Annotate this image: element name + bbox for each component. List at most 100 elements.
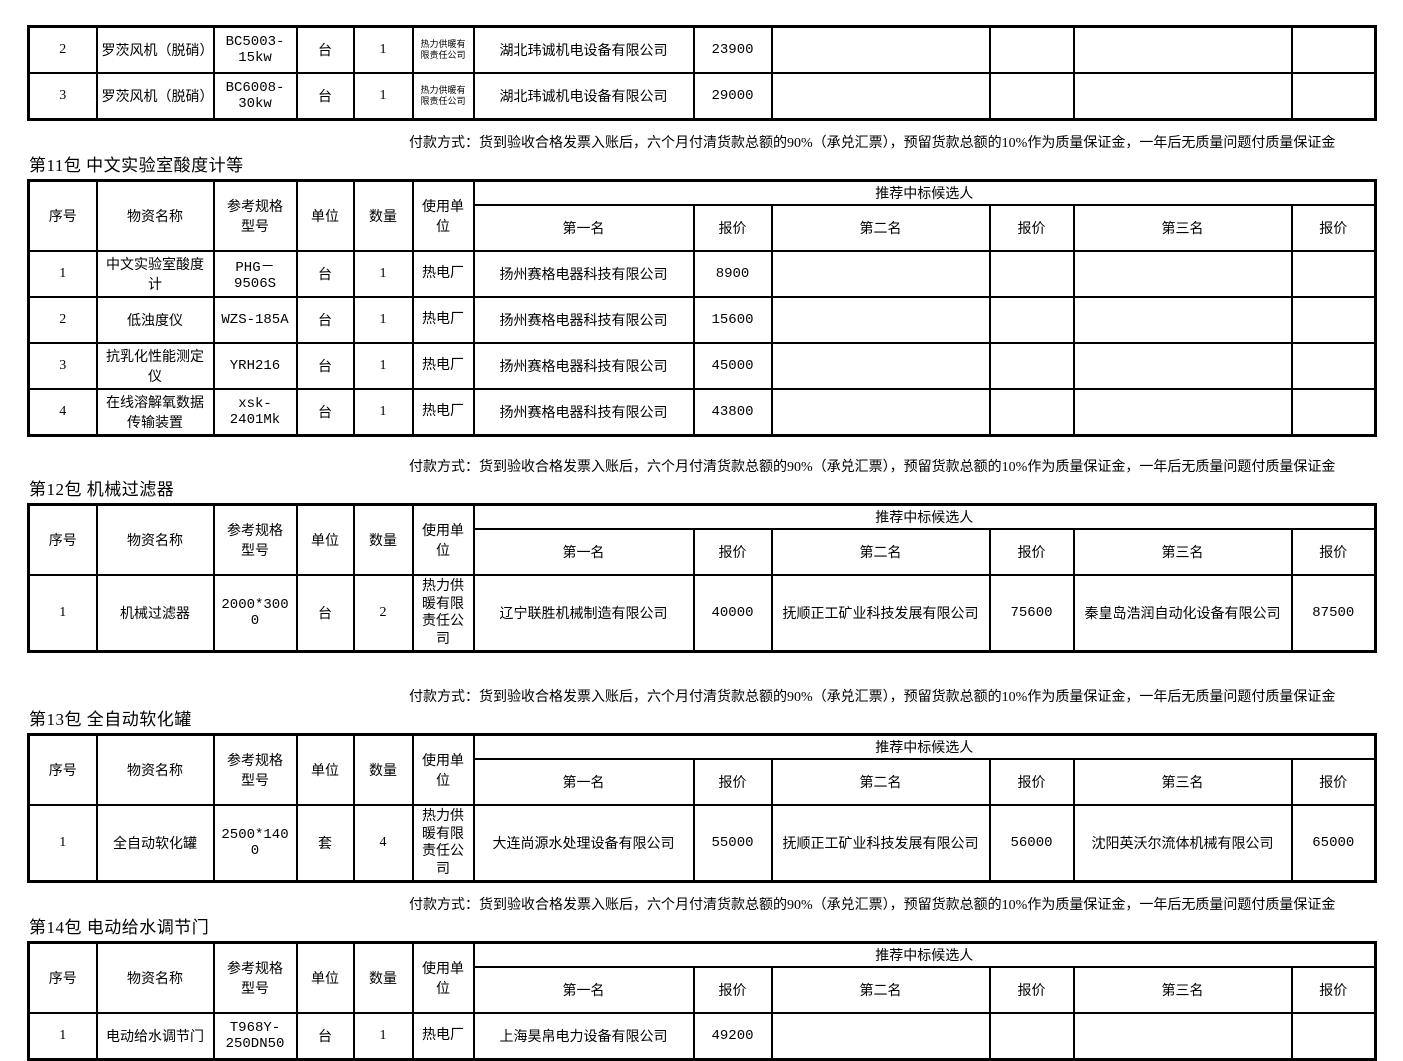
item-row: 1 电动给水调节门 T968Y-250DN50 台 1 热电厂 上海昊帛电力设备有限公司 49… — [27, 1012, 1377, 1061]
item-row: 1 中文实验室酸度计 PHG－9506S 台 1 热电厂 扬州赛格电器科技有限公司 8900 — [27, 250, 1377, 298]
header-user: 使用单位 — [411, 179, 475, 252]
package-section-13: 付款方式：货到验收合格发票入账后，六个月付清货款总额的90%（承兑汇票），预留货… — [27, 687, 1403, 883]
cell-third-bidder — [1072, 72, 1293, 121]
cell-second-bidder — [770, 296, 991, 344]
header-second-quote: 报价 — [988, 966, 1075, 1014]
header-first-place: 第一名 — [472, 204, 695, 252]
header-user: 使用单位 — [411, 941, 475, 1014]
cell-user-unit: 热力供暖有限责任公司 — [411, 72, 475, 121]
item-row: 1 全自动软化罐 2500*1400 套 4 热力供暖有限责任公司 大连尚源水处理设备有限公… — [27, 804, 1377, 883]
section-continuation-table: 2 罗茨风机（脱硝） BC5003-15kw 台 1 热力供暖有限责任公司 湖北玮诚机电设备… — [27, 25, 1403, 121]
cell-user-unit: 热力供暖有限责任公司 — [411, 804, 475, 883]
cell-qty: 1 — [352, 342, 414, 390]
cell-spec: PHG－9506S — [212, 250, 298, 298]
item-row: 3 抗乳化性能测定仪 YRH216 台 1 热电厂 扬州赛格电器科技有限公司 45000 — [27, 342, 1377, 390]
header-second-quote: 报价 — [988, 204, 1075, 252]
cell-first-bidder: 上海昊帛电力设备有限公司 — [472, 1012, 695, 1061]
cell-first-price: 45000 — [692, 342, 773, 390]
cell-qty: 1 — [352, 1012, 414, 1061]
cell-seq: 3 — [27, 342, 98, 390]
header-name: 物资名称 — [95, 941, 215, 1014]
item-row: 2 罗茨风机（脱硝） BC5003-15kw 台 1 热力供暖有限责任公司 湖北玮诚机电设备… — [27, 25, 1377, 74]
items-table-pkg14: 序号 物资名称 参考规格 型号 单位 数量 使用单位 推荐中标候选人 第一名 报价 第二名 报价 第三… — [27, 941, 1378, 1061]
section-header: 付款方式：货到验收合格发票入账后，六个月付清货款总额的90%（承兑汇票），预留货… — [27, 457, 1374, 501]
cell-third-bidder — [1072, 25, 1293, 74]
cell-item-name: 中文实验室酸度计 — [95, 250, 215, 298]
table-subheader-row: 第一名 报价 第二名 报价 第三名 报价 — [29, 528, 1377, 576]
cell-spec: BC5003-15kw — [212, 25, 298, 74]
header-first-place: 第一名 — [472, 528, 695, 576]
header-first-place: 第一名 — [472, 758, 695, 806]
cell-spec: YRH216 — [212, 342, 298, 390]
cell-second-price: 56000 — [988, 804, 1075, 883]
header-seq: 序号 — [27, 179, 98, 252]
cell-unit: 台 — [295, 25, 355, 74]
cell-first-price: 29000 — [692, 72, 773, 121]
cell-third-price — [1290, 388, 1377, 437]
cell-third-price — [1290, 342, 1377, 390]
cell-third-bidder: 秦皇岛浩润自动化设备有限公司 — [1072, 574, 1293, 653]
cell-spec: 2500*1400 — [212, 804, 298, 883]
header-name: 物资名称 — [95, 179, 215, 252]
cell-qty: 2 — [352, 574, 414, 653]
header-second-quote: 报价 — [988, 758, 1075, 806]
cell-item-name: 电动给水调节门 — [95, 1012, 215, 1061]
header-unit: 单位 — [295, 733, 355, 806]
cell-unit: 台 — [295, 296, 355, 344]
item-row: 3 罗茨风机（脱硝） BC6008-30kw 台 1 热力供暖有限责任公司 湖北玮诚机电设备… — [27, 72, 1377, 121]
header-third-place: 第三名 — [1072, 528, 1293, 576]
cell-user-unit: 热电厂 — [411, 296, 475, 344]
header-first-quote: 报价 — [692, 966, 773, 1014]
items-table-pkg11: 序号 物资名称 参考规格 型号 单位 数量 使用单位 推荐中标候选人 第一名 报价 第二名 报价 第三… — [27, 179, 1378, 437]
cell-second-price — [988, 1012, 1075, 1061]
cell-first-bidder: 扬州赛格电器科技有限公司 — [472, 388, 695, 437]
cell-second-bidder: 抚顺正工矿业科技发展有限公司 — [770, 574, 991, 653]
header-first-quote: 报价 — [692, 528, 773, 576]
header-qty: 数量 — [352, 179, 414, 252]
header-candidates: 推荐中标候选人 — [472, 733, 1377, 760]
header-spec: 参考规格 型号 — [212, 179, 298, 252]
header-seq: 序号 — [27, 941, 98, 1014]
cell-spec: WZS-185A — [212, 296, 298, 344]
package-title: 第11包 中文实验室酸度计等 — [29, 156, 244, 175]
cell-first-price: 49200 — [692, 1012, 773, 1061]
cell-seq: 1 — [27, 804, 98, 883]
cell-qty: 1 — [352, 25, 414, 74]
cell-first-price: 23900 — [692, 25, 773, 74]
header-candidates: 推荐中标候选人 — [472, 941, 1377, 968]
header-spec: 参考规格 型号 — [212, 503, 298, 576]
header-second-place: 第二名 — [770, 758, 991, 806]
cell-unit: 台 — [295, 342, 355, 390]
header-second-quote: 报价 — [988, 528, 1075, 576]
cell-unit: 套 — [295, 804, 355, 883]
header-second-place: 第二名 — [770, 528, 991, 576]
cell-user-unit: 热电厂 — [411, 250, 475, 298]
payment-terms-text: 付款方式：货到验收合格发票入账后，六个月付清货款总额的90%（承兑汇票），预留货… — [409, 898, 1336, 913]
header-spec: 参考规格 型号 — [212, 733, 298, 806]
items-table-pkg13: 序号 物资名称 参考规格 型号 单位 数量 使用单位 推荐中标候选人 第一名 报价 第二名 报价 第三… — [27, 733, 1378, 883]
cell-seq: 1 — [27, 1012, 98, 1061]
header-seq: 序号 — [27, 503, 98, 576]
cell-third-price — [1290, 250, 1377, 298]
cell-second-price — [988, 25, 1075, 74]
section-header: 付款方式：货到验收合格发票入账后，六个月付清货款总额的90%（承兑汇票），预留货… — [27, 133, 1374, 177]
cell-item-name: 全自动软化罐 — [95, 804, 215, 883]
cell-seq: 1 — [27, 250, 98, 298]
item-row: 4 在线溶解氧数据传输装置 xsk-2401Mk 台 1 热电厂 扬州赛格电器科技有限公司 4… — [27, 388, 1377, 437]
cell-qty: 1 — [352, 250, 414, 298]
section-header: 付款方式：货到验收合格发票入账后，六个月付清货款总额的90%（承兑汇票），预留货… — [27, 895, 1374, 939]
table-subheader-row: 第一名 报价 第二名 报价 第三名 报价 — [29, 758, 1377, 806]
cell-second-bidder: 抚顺正工矿业科技发展有限公司 — [770, 804, 991, 883]
cell-second-bidder — [770, 342, 991, 390]
header-first-place: 第一名 — [472, 966, 695, 1014]
cell-item-name: 罗茨风机（脱硝） — [95, 25, 215, 74]
package-section-14: 付款方式：货到验收合格发票入账后，六个月付清货款总额的90%（承兑汇票），预留货… — [27, 895, 1403, 1061]
table-header-row: 序号 物资名称 参考规格 型号 单位 数量 使用单位 推荐中标候选人 — [27, 503, 1377, 576]
package-section-12: 付款方式：货到验收合格发票入账后，六个月付清货款总额的90%（承兑汇票），预留货… — [27, 457, 1403, 653]
cell-second-bidder — [770, 388, 991, 437]
header-third-place: 第三名 — [1072, 758, 1293, 806]
cell-first-bidder: 扬州赛格电器科技有限公司 — [472, 342, 695, 390]
header-spec: 参考规格 型号 — [212, 941, 298, 1014]
cell-first-bidder: 湖北玮诚机电设备有限公司 — [472, 72, 695, 121]
section-header: 付款方式：货到验收合格发票入账后，六个月付清货款总额的90%（承兑汇票），预留货… — [27, 687, 1374, 731]
